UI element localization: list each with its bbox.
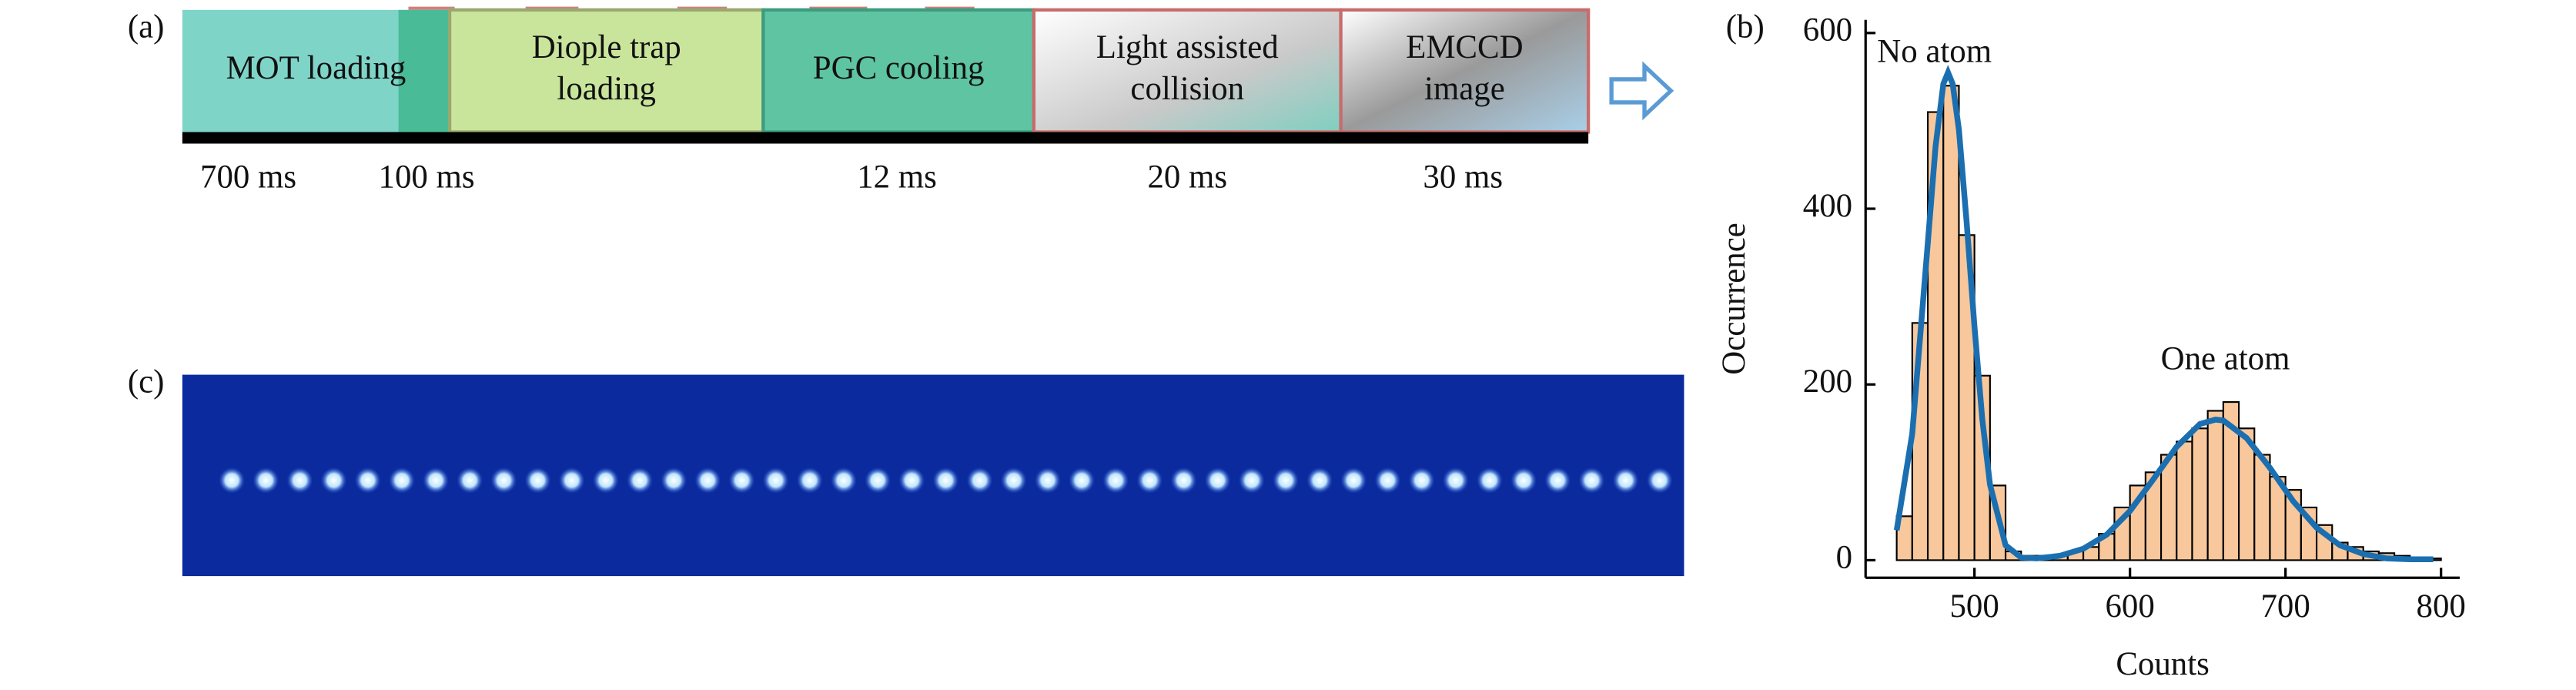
atom-spot xyxy=(320,467,347,494)
atom-spot xyxy=(661,467,687,494)
x-tick-label: 800 xyxy=(2417,588,2466,625)
atom-spot xyxy=(1476,467,1504,494)
stage-box xyxy=(761,8,1036,134)
hist-bar xyxy=(2206,410,2224,561)
panel-label: (c) xyxy=(128,363,165,400)
arrow xyxy=(1609,61,1674,121)
atom-spot xyxy=(1612,467,1639,494)
atom-spot xyxy=(1034,467,1062,494)
atom-spot xyxy=(388,467,416,494)
atom-spot xyxy=(1408,467,1435,494)
atom-spot xyxy=(762,467,789,494)
stage-label: EMCCD xyxy=(1406,29,1523,65)
atom-spot xyxy=(490,467,517,494)
timeline xyxy=(182,132,1589,144)
atom-spot xyxy=(524,467,551,494)
stage-box xyxy=(447,8,765,134)
stage-label: collision xyxy=(1130,71,1244,107)
y-tick-label: 400 xyxy=(1803,188,1852,224)
atom-spot xyxy=(694,467,721,494)
y-axis-label: Occurrence xyxy=(1716,223,1752,374)
atom-spot xyxy=(1136,467,1163,494)
duration: 100 ms xyxy=(379,159,475,195)
fit-curve xyxy=(1893,65,2434,563)
duration: 20 ms xyxy=(1147,159,1227,195)
x-tick-label: 700 xyxy=(2261,588,2310,625)
atom-spot xyxy=(864,467,892,494)
x-tick-label: 600 xyxy=(2106,588,2155,625)
stage-label: PGC cooling xyxy=(813,50,985,86)
duration: 12 ms xyxy=(857,159,937,195)
duration: 700 ms xyxy=(200,159,296,195)
atom-spot xyxy=(830,467,858,494)
atom-spot xyxy=(253,467,279,494)
atom-spot xyxy=(1000,467,1027,494)
atom-spot xyxy=(1272,467,1300,494)
stage-label: MOT loading xyxy=(226,50,406,86)
atom-spot xyxy=(1578,467,1605,494)
atom-spot xyxy=(354,467,381,494)
atom-spot xyxy=(1238,467,1265,494)
atom-spot xyxy=(1306,467,1333,494)
stage-label: Diople trap xyxy=(532,29,681,65)
stage-label: loading xyxy=(557,71,656,107)
stage-box xyxy=(1339,8,1591,134)
panel-label: (a) xyxy=(128,8,165,45)
atom-spot xyxy=(1442,467,1469,494)
hist-bar xyxy=(1942,85,1960,561)
atom-spot xyxy=(286,467,313,494)
atom-spot xyxy=(626,467,654,494)
stage-label: image xyxy=(1424,71,1505,107)
y-tick-label: 0 xyxy=(1836,539,1852,575)
atom-spot xyxy=(1544,467,1571,494)
atom-spot xyxy=(1374,467,1401,494)
x-axis-label: Counts xyxy=(2116,646,2209,682)
atom-spot xyxy=(218,467,246,494)
atom-spot xyxy=(1510,467,1537,494)
stage-label: Light assisted xyxy=(1096,29,1279,65)
hist-bar xyxy=(2191,427,2209,561)
atom-spot xyxy=(728,467,755,494)
hist-bar xyxy=(2176,440,2193,561)
atom-spot xyxy=(558,467,585,494)
atom-spot xyxy=(898,467,925,494)
x-tick-label: 500 xyxy=(1949,588,1999,625)
annotation: One atom xyxy=(2161,340,2290,377)
atom-spot xyxy=(796,467,823,494)
duration: 30 ms xyxy=(1423,159,1503,195)
atom-spot xyxy=(422,467,450,494)
atom-spot xyxy=(1170,467,1197,494)
atom-spot xyxy=(592,467,620,494)
atom-spot xyxy=(1102,467,1129,494)
atom-spot xyxy=(932,467,959,494)
atom-spot xyxy=(1340,467,1367,494)
atom-spot xyxy=(1068,467,1096,494)
atom-spot xyxy=(1646,467,1673,494)
atom-spot xyxy=(1204,467,1231,494)
stage-box xyxy=(398,9,450,132)
atom-spot xyxy=(457,467,483,494)
y-tick-label: 200 xyxy=(1803,363,1852,400)
y-tick-label: 600 xyxy=(1803,12,1852,49)
annotation: No atom xyxy=(1877,34,1992,70)
hist-bar xyxy=(2159,454,2178,561)
hist-bar xyxy=(2253,454,2271,561)
panel-label: (b) xyxy=(1726,8,1765,45)
atom-spot xyxy=(966,467,993,494)
